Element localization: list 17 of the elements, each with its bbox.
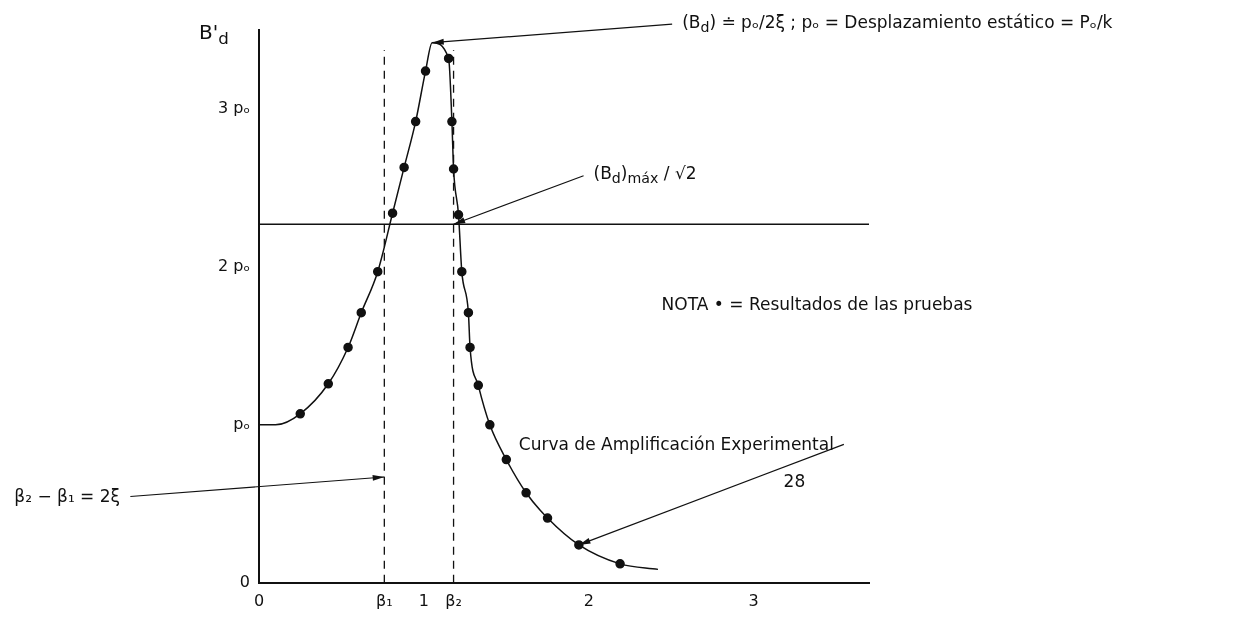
x-tick-label: β₂ <box>445 590 462 610</box>
y-tick-label: pₒ <box>233 414 251 434</box>
x-tick-label: 0 <box>253 590 265 610</box>
annotation: (B$_{d}$) ≐ pₒ/2ξ ; pₒ = Desplazamiento estático = Pₒ/k <box>682 11 1113 36</box>
annotation: Curva de Amplificación Experimental <box>518 433 834 454</box>
x-tick-label: 3 <box>748 590 759 610</box>
x-tick-label: 2 <box>583 590 594 610</box>
y-tick-label: 2 pₒ <box>217 256 251 276</box>
annotation: (B$_{d}$)$_{máx}$ / √2 <box>593 163 697 188</box>
y-tick-label: 3 pₒ <box>217 98 251 118</box>
y-axis-title: B'$_{d}$ <box>199 20 229 48</box>
y-tick-label: 0 <box>239 571 251 591</box>
annotation: NOTA • = Resultados de las pruebas <box>661 294 973 315</box>
annotation: 28 <box>783 471 806 492</box>
x-tick-label: 1 <box>418 590 429 610</box>
annotation: β₂ − β₁ = 2ξ <box>14 485 121 506</box>
x-tick-label: β₁ <box>376 590 393 610</box>
